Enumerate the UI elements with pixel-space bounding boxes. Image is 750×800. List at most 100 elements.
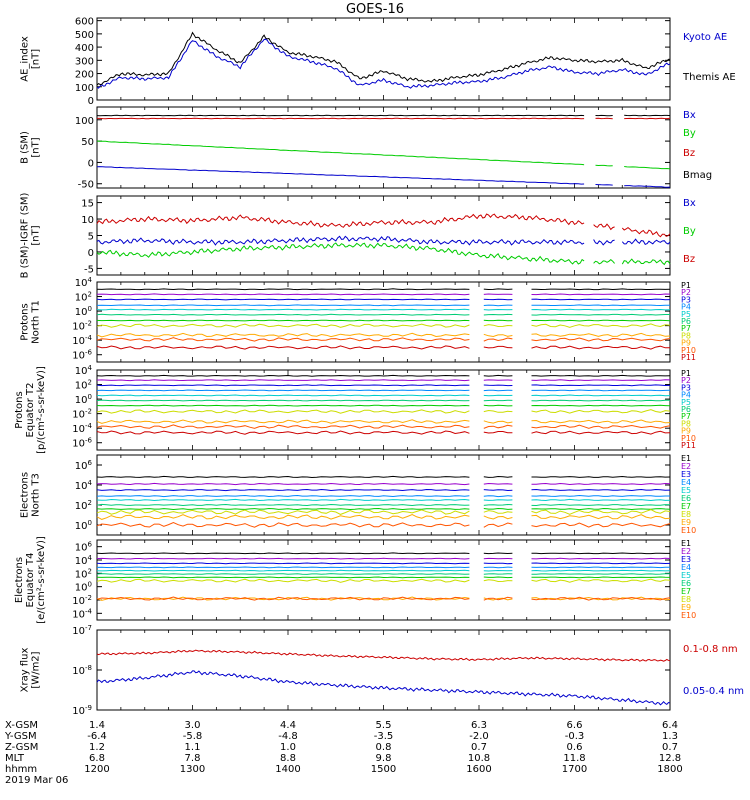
tick-exponent: 4 [88,479,93,487]
tick-base: 10 [75,583,88,594]
axis-row-value: 1500 [371,764,396,775]
flux-channel-line [96,557,470,560]
panel-frame [96,17,671,101]
axis-row-value: -5.8 [183,731,203,742]
tick-exponent: 2 [88,567,92,575]
axis-row-value: 1600 [466,764,491,775]
flux-channel-line [483,576,513,579]
flux-channel-line [483,374,513,377]
flux-channel-line [483,384,513,387]
y-tick-label: 104 [75,479,93,492]
y-axis-label-line: [W/m2] [31,651,42,688]
flux-channel-line [96,513,470,520]
flux-channel-line [531,557,671,560]
legend-b-item: Bx [683,110,696,121]
flux-channel-line [531,323,671,328]
flux-channel-line [531,304,671,307]
axis-row-label: Y-GSM [4,731,37,742]
y-axis-label-line: North T3 [31,473,42,517]
y-tick-label: 100 [75,83,94,94]
flux-channel-line [483,319,513,322]
tick-base: 10 [72,439,85,450]
flux-channel-line [96,323,470,328]
y-tick-label: 100 [75,519,92,532]
axis-row-value: 5.5 [376,720,392,731]
flux-channel-line [483,345,513,349]
tick-exponent: -4 [85,422,93,430]
time-axis-table: X-GSM 1.4 3.0 4.4 5.5 6.3 6.6 6.4 Y-GSM -6.4 -5.8 -… [4,720,683,786]
legend-channel-label: P7 [681,412,691,421]
legend-channel-label: E3 [681,470,691,479]
axis-row-label: hhmm [5,764,37,775]
b-series-line [624,166,671,170]
y-axis-label-line: [nT] [31,225,42,245]
y-tick-label: 106 [75,541,93,554]
b-series-line [96,140,585,166]
db-series-line [593,223,615,231]
legend-channel-label: P8 [681,419,691,428]
flux-channel-line [483,510,513,514]
axis-row-value: 1700 [562,764,587,775]
tick-exponent: -4 [85,607,93,615]
flux-channel-line [96,379,470,382]
y-tick-label: 50 [81,137,94,148]
tick-base: 10 [75,569,88,580]
legend-channel-label: P7 [681,324,691,333]
flux-channel-line [483,420,513,424]
flux-channel-line [96,313,470,316]
tick-base: 10 [72,596,85,607]
tick-exponent: 6 [88,541,93,549]
legend-channel-label: P11 [681,353,696,362]
y-tick-label: 600 [75,17,94,28]
y-tick-label: 400 [75,43,94,54]
legend-b-item: By [683,128,696,139]
flux-channel-line [96,488,470,492]
y-tick-label: 104 [75,364,93,377]
tick-base: 10 [75,293,88,304]
flux-channel-line [96,384,470,387]
y-axis-label-line: Equator T2 [25,383,36,438]
flux-channel-line [96,337,470,342]
flux-channel-line [96,503,470,507]
flux-channel-line [483,596,513,601]
flux-channel-line [483,304,513,307]
tick-base: 10 [75,556,88,567]
tick-exponent: 4 [88,276,93,284]
axis-row-value: 1300 [180,764,205,775]
axis-row-value: 12.8 [659,753,681,764]
flux-channel-line [531,424,671,429]
legend-channel-label: P6 [681,317,691,326]
flux-channel-line [96,562,470,565]
b-series-line [595,184,613,186]
legend-channel-label: E6 [681,579,691,588]
y-axis-label-line: B (SM) [20,131,31,164]
tick-exponent: -2 [85,408,92,416]
flux-channel-line [483,489,513,492]
ae-series-line [96,31,671,86]
flux-channel-line [531,576,671,579]
y-axis-label: ProtonsEquator T2[p/(cm²-s-sr-keV)] [14,366,47,454]
panel-xray-flux: Xray flux[W/m2]10-710-810-90.1-0.8 nm0.0… [20,624,745,717]
flux-channel-line [483,394,513,397]
y-axis-label-line: [nT] [31,137,42,157]
tick-base: 10 [72,424,85,435]
y-axis-label-line: [p/(cm²-s-sr-keV)] [36,366,47,454]
panel-b-sm: B (SM)[nT] -50 0 50 100 Bx By Bz Bmag [20,106,712,191]
y-tick-label: 300 [75,56,94,67]
flux-channel-line [483,515,513,520]
y-axis-label-line: Protons [20,303,31,340]
axis-row-value: 1.3 [662,731,678,742]
y-axis-label-line: [e/(cm²-s-sr-keV)] [36,536,47,624]
tick-base: 10 [72,609,85,620]
y-axis-label-line: Electrons [20,472,31,518]
flux-channel-line [483,389,513,392]
legend-channel-label: E9 [681,518,691,527]
legend-b-item: Bmag [683,170,712,181]
y-tick-label: 10 [81,215,94,226]
axis-row-value: 8.8 [280,753,296,764]
y-tick-label: 10-4 [72,334,92,347]
axis-row-value: 6.3 [471,720,487,731]
legend-channel-label: E8 [681,595,691,604]
flux-channel-line [531,596,671,601]
